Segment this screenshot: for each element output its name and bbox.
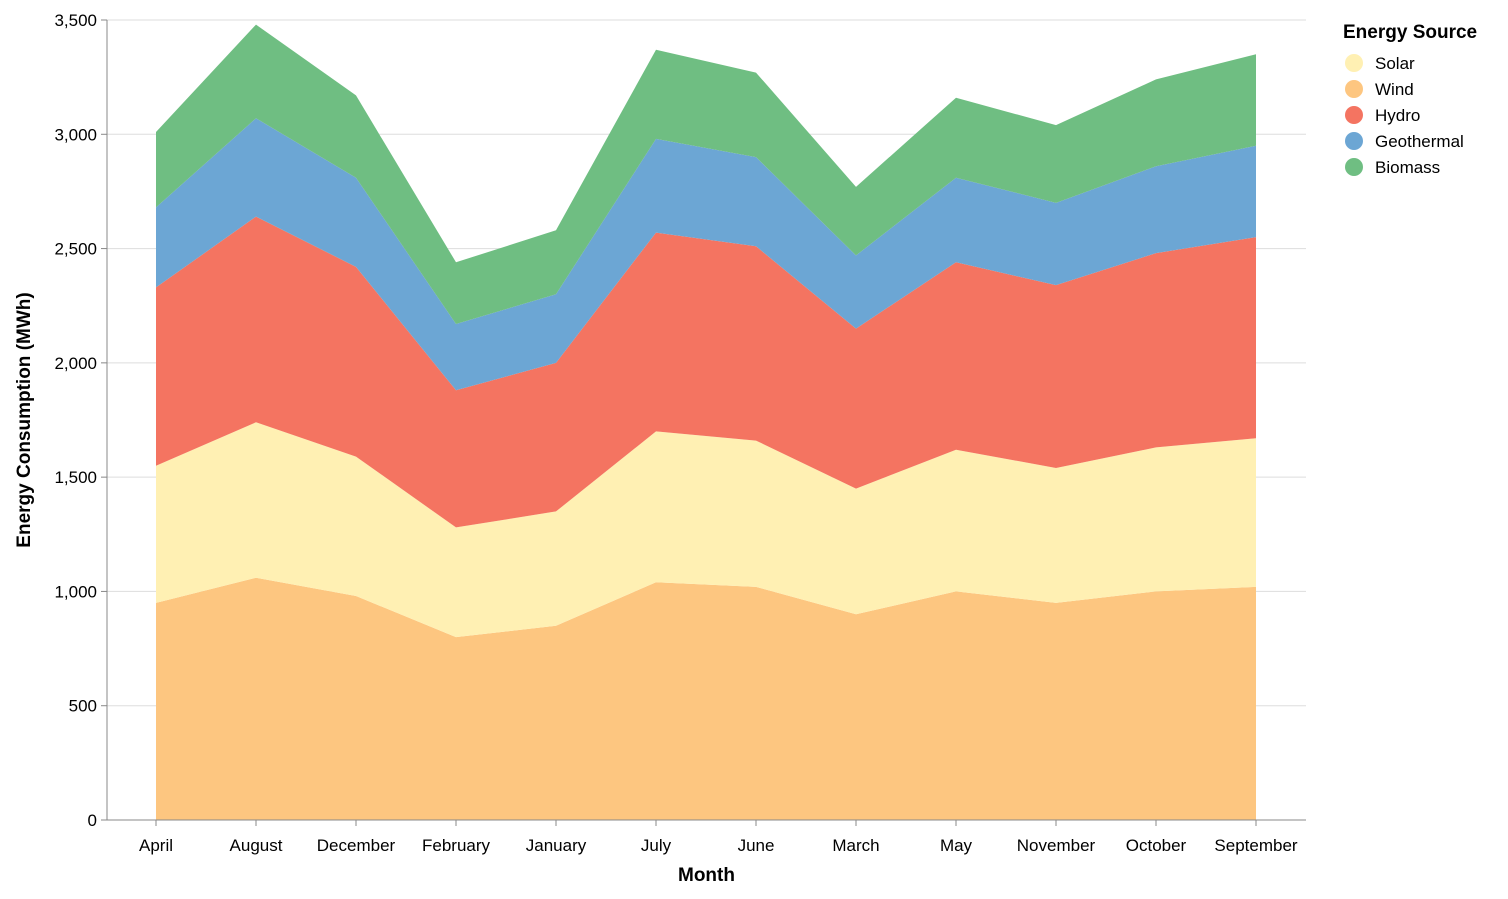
x-tick-label: September [1214, 836, 1297, 855]
x-axis-title: Month [678, 865, 735, 886]
legend-title: Energy Source [1343, 22, 1477, 43]
legend-label-geothermal: Geothermal [1375, 132, 1464, 151]
legend-swatch-solar [1345, 54, 1363, 72]
y-tick-label: 1,500 [54, 468, 97, 487]
y-tick-label: 1,000 [54, 582, 97, 601]
y-tick-label: 3,500 [54, 11, 97, 30]
area-series-geothermal [156, 118, 1256, 391]
x-tick-label: February [422, 836, 491, 855]
area-series-wind [156, 577, 1256, 820]
x-tick-label: June [738, 836, 775, 855]
legend-label-solar: Solar [1375, 54, 1415, 73]
x-tick-label: November [1017, 836, 1096, 855]
x-axis-ticks: April August December February January July Ju… [139, 820, 1298, 855]
legend-swatch-wind [1345, 80, 1363, 98]
y-tick-label: 3,000 [54, 125, 97, 144]
legend: Energy Source Solar Wind Hydro Geothermal Bi… [1343, 22, 1477, 177]
axes: April August December February January July Ju… [14, 11, 1306, 886]
x-tick-label: October [1126, 836, 1187, 855]
x-tick-label: April [139, 836, 173, 855]
x-tick-label: August [230, 836, 283, 855]
y-axis-title: Energy Consumption (MWh) [14, 292, 35, 547]
legend-swatch-hydro [1345, 106, 1363, 124]
legend-label-wind: Wind [1375, 80, 1414, 99]
y-tick-label: 2,000 [54, 354, 97, 373]
area-series-solar [156, 422, 1256, 638]
legend-label-hydro: Hydro [1375, 106, 1420, 125]
area-series-biomass [156, 24, 1256, 324]
y-tick-label: 500 [69, 697, 97, 716]
legend-items: Solar Wind Hydro Geothermal Biomass [1345, 54, 1464, 177]
y-tick-label: 2,500 [54, 240, 97, 259]
legend-label-biomass: Biomass [1375, 158, 1440, 177]
x-tick-label: March [832, 836, 879, 855]
area-series-group [156, 24, 1256, 820]
x-tick-label: December [317, 836, 396, 855]
y-axis-ticks: 0 500 1,000 1,500 2,000 2,500 3,000 3,500 [54, 11, 107, 830]
legend-swatch-biomass [1345, 158, 1363, 176]
x-tick-label: January [526, 836, 587, 855]
legend-swatch-geothermal [1345, 132, 1363, 150]
x-tick-label: July [641, 836, 672, 855]
area-series-hydro [156, 216, 1256, 528]
y-tick-label: 0 [88, 811, 97, 830]
x-tick-label: May [940, 836, 973, 855]
